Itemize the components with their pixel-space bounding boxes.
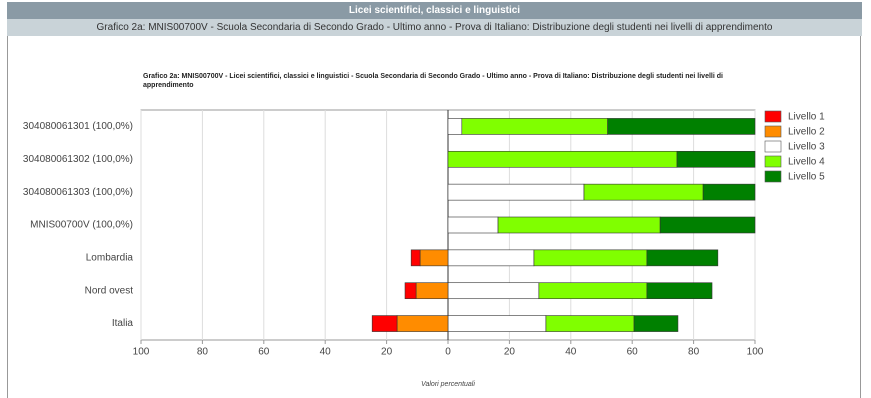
x-tick-label: 60 [258, 347, 270, 358]
y-tick-label: 304080061301 (100,0%) [23, 121, 133, 132]
legend-swatch [764, 125, 782, 138]
bar-segment [633, 315, 679, 332]
header-title: Licei scientifici, classici e linguistic… [7, 2, 862, 19]
bar-segment [538, 282, 648, 300]
x-tick-label: 0 [445, 347, 451, 358]
x-tick-label: 80 [197, 347, 209, 358]
bar-segment [497, 216, 661, 234]
legend-label: Livello 3 [788, 142, 825, 153]
bar-segment [419, 249, 449, 267]
legend-label: Livello 1 [788, 112, 825, 123]
x-tick-label: 40 [565, 347, 577, 358]
bar-segment [607, 118, 756, 135]
x-tick-label: 20 [381, 347, 393, 358]
x-tick-label: 100 [747, 347, 764, 358]
bar-segment [646, 249, 719, 267]
x-tick-label: 20 [504, 347, 516, 358]
bar-segment [659, 216, 756, 234]
x-axis-label: Valori percentuali [421, 381, 475, 388]
frame [7, 36, 861, 398]
bar-segment [447, 249, 535, 267]
legend-swatch [764, 170, 782, 183]
bar-segment [447, 183, 585, 201]
legend-swatch [764, 110, 782, 123]
x-tick-label: 60 [627, 347, 639, 358]
bar-segment [646, 282, 713, 300]
bar-segment [461, 118, 608, 135]
legend-label: Livello 5 [788, 172, 825, 183]
y-tick-label: 304080061302 (100,0%) [23, 154, 133, 165]
bar-segment [447, 216, 499, 234]
bar-segment [371, 315, 398, 332]
bar-segment [396, 315, 449, 332]
bar-segment [415, 282, 449, 300]
x-tick-label: 40 [320, 347, 332, 358]
legend-swatch [764, 155, 782, 168]
bar-segment [702, 183, 756, 201]
bar-segment [447, 150, 678, 168]
bar-segment [447, 118, 463, 135]
y-tick-label: 304080061303 (100,0%) [23, 187, 133, 198]
y-tick-label: MNIS00700V (100,0%) [30, 220, 133, 231]
x-tick-label: 100 [133, 347, 150, 358]
legend-swatch [764, 140, 782, 153]
bar-segment [545, 315, 635, 332]
chart-title: Grafico 2a: MNIS00700V - Licei scientifi… [143, 73, 723, 89]
y-tick-label: Italia [112, 318, 134, 329]
bar-segment [447, 282, 540, 300]
bar-segment [410, 249, 421, 267]
y-tick-label: Nord ovest [85, 285, 134, 296]
bar-segment [533, 249, 648, 267]
x-tick-label: 80 [688, 347, 700, 358]
bar-segment [404, 282, 417, 300]
header-subtitle: Grafico 2a: MNIS00700V - Scuola Secondar… [7, 19, 862, 36]
legend-label: Livello 4 [788, 157, 825, 168]
bar-segment [583, 183, 704, 201]
y-tick-label: Lombardia [86, 252, 134, 263]
legend-label: Livello 2 [788, 127, 825, 138]
bar-segment [447, 315, 547, 332]
bar-segment [676, 150, 756, 168]
